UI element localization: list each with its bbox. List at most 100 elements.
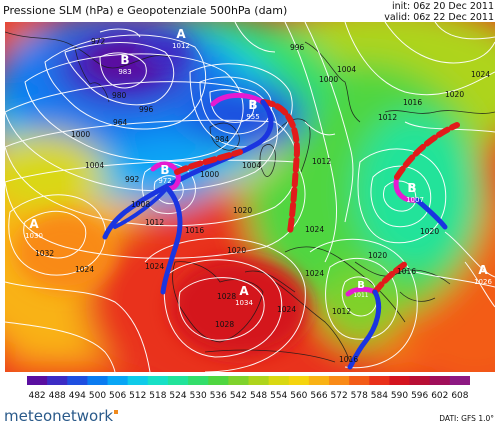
legend-value: 506	[109, 391, 126, 401]
center-letter: A	[29, 217, 39, 231]
pressure-center: B 972	[158, 163, 171, 185]
center-letter: B	[160, 163, 169, 177]
legend-value: 524	[169, 391, 186, 401]
pressure-center: B 1007	[406, 181, 424, 204]
legend-swatch	[449, 376, 471, 385]
legend-swatch	[288, 376, 310, 385]
legend-value: 518	[149, 391, 166, 401]
front-icelandic	[102, 93, 301, 240]
legend-value: 596	[411, 391, 428, 401]
legend-swatch	[167, 376, 189, 385]
front-mediterranean	[345, 261, 408, 370]
legend-value: 560	[290, 391, 307, 401]
geopotential-legend: 482 488 494 500 506 512 518 524 530 536 542 548 554 5…	[27, 376, 471, 402]
pressure-centers: B 983 A 1012 B 955 B 972 A 1030	[25, 27, 492, 307]
center-letter: A	[239, 284, 249, 298]
legend-value: 548	[250, 391, 267, 401]
brand-logo: meteonetwork	[4, 407, 119, 425]
isobar-label: 1004	[85, 161, 104, 170]
legend-value: 554	[270, 391, 287, 401]
front-atlantic	[113, 149, 243, 295]
legend-swatch	[147, 376, 169, 385]
legend-value: 584	[371, 391, 388, 401]
legend-value: 530	[190, 391, 207, 401]
weather-map: 972 980 996 964 1000 1004 992 1008 1012 …	[5, 22, 495, 372]
legend-swatch	[389, 376, 411, 385]
isobar-label: 996	[139, 105, 154, 114]
legend-value: 578	[351, 391, 368, 401]
isobar-label: 1024	[145, 262, 164, 271]
legend-swatch	[409, 376, 431, 385]
isobar-label: 984	[215, 135, 230, 144]
pressure-center: A 1026	[474, 263, 492, 286]
isobar-label: 1012	[145, 218, 164, 227]
isobar-label: 1028	[215, 320, 234, 329]
isobar-label: 1024	[277, 305, 296, 314]
legend-swatch	[429, 376, 451, 385]
isobar-label: 1028	[217, 292, 236, 301]
legend-swatch	[47, 376, 68, 385]
legend-value: 536	[210, 391, 227, 401]
center-value: 1011	[353, 292, 368, 299]
center-value: 1007	[406, 196, 424, 204]
pressure-center: B 955	[246, 98, 259, 121]
isobar-label: 1000	[319, 75, 338, 84]
legend-value: 608	[451, 391, 468, 401]
map-svg: 972 980 996 964 1000 1004 992 1008 1012 …	[5, 22, 495, 372]
legend-value: 590	[391, 391, 408, 401]
isobar-label: 1020	[233, 206, 252, 215]
pressure-center: A 1012	[172, 27, 190, 50]
legend-value: 602	[431, 391, 448, 401]
legend-value: 500	[89, 391, 106, 401]
isobar-label: 1020	[420, 227, 439, 236]
legend-value: 542	[230, 391, 247, 401]
isobar-label: 1020	[368, 251, 387, 260]
center-letter: B	[407, 181, 416, 195]
legend-value: 482	[28, 391, 45, 401]
center-value: 1030	[25, 232, 43, 240]
isobar-label: 1012	[378, 113, 397, 122]
center-letter: B	[357, 280, 365, 291]
isobar-label: 1016	[339, 355, 358, 364]
isobar-label: 1024	[75, 265, 94, 274]
legend-swatch	[67, 376, 88, 385]
valid-time: valid: 06z 22 Dec 2011	[384, 12, 494, 23]
isobar-label: 964	[113, 118, 128, 127]
center-letter: B	[120, 53, 129, 67]
legend-swatch	[248, 376, 270, 385]
brand-square-icon	[114, 410, 119, 414]
isobar-label: 1008	[131, 200, 150, 209]
center-letter: A	[176, 27, 186, 41]
legend-value: 566	[310, 391, 327, 401]
isobar-label: 1024	[305, 225, 324, 234]
isobar-label: 1004	[337, 65, 356, 74]
center-value: 1012	[172, 42, 190, 50]
chart-title: Pressione SLM (hPa) e Geopotenziale 500h…	[3, 4, 288, 17]
isobar-label: 1020	[445, 90, 464, 99]
legend-value: 572	[331, 391, 348, 401]
legend-swatch	[27, 376, 48, 385]
weather-fronts	[102, 93, 460, 370]
legend-swatch	[308, 376, 330, 385]
isobar-label: 980	[112, 91, 127, 100]
data-source: DATI: GFS 1.0°	[439, 414, 494, 423]
center-value: 955	[246, 113, 259, 121]
legend-swatch	[208, 376, 229, 385]
isobar-label: 992	[125, 175, 140, 184]
legend-swatch	[369, 376, 390, 385]
isobar-label: 1004	[242, 161, 261, 170]
legend-swatch	[127, 376, 149, 385]
pressure-center: A 1034	[235, 284, 253, 307]
front-eastern	[393, 122, 460, 230]
isobar-label: 1000	[200, 170, 219, 179]
pressure-center: B 983	[118, 53, 131, 76]
isobar-label: 1020	[227, 246, 246, 255]
center-letter: A	[478, 263, 488, 277]
legend-value: 494	[69, 391, 86, 401]
center-letter: B	[248, 98, 257, 112]
center-value: 1026	[474, 278, 492, 286]
isobar-label: 1000	[71, 130, 90, 139]
pressure-center: A 1030	[25, 217, 43, 240]
isobar-label: 1016	[185, 226, 204, 235]
legend-swatch	[228, 376, 249, 385]
